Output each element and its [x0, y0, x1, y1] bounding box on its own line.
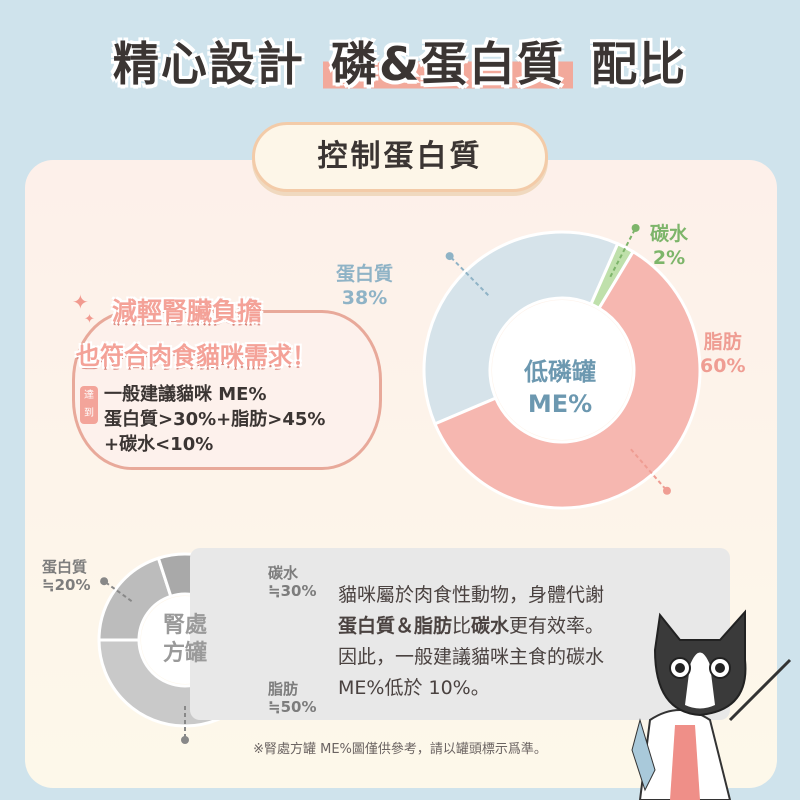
- bubble-text: 一般建議貓咪 ME% 蛋白質>30%+脂肪>45% +碳水<10%: [104, 384, 326, 455]
- sparkle-icon: ✦: [84, 312, 95, 327]
- page-title: 精心設計 磷&蛋白質 配比: [0, 28, 800, 94]
- top-donut-dot-1: [631, 223, 640, 232]
- label-protein-top: 蛋白質 38%: [336, 263, 394, 309]
- footnote: ※腎處方罐 ME%圖僅供參考，請以罐頭標示爲準。: [253, 742, 547, 757]
- bubble-headline-1: 減輕腎臟負擔: [112, 297, 263, 326]
- label-fat-top: 脂肪 60%: [700, 331, 746, 377]
- top-donut-center: [492, 300, 632, 440]
- bottom-center-label: 腎處 方罐: [162, 613, 207, 666]
- bubble-headline-2: 也符合肉食貓咪需求！: [76, 342, 316, 370]
- title-highlight: 磷&蛋白質: [322, 37, 574, 91]
- sparkle-icon: ✦: [72, 290, 89, 314]
- top-donut-dot-0: [445, 252, 454, 261]
- top-donut-leader-1: [609, 227, 637, 278]
- bottom-donut-dot-0: [100, 577, 109, 586]
- label-carbs-top: 碳水 2%: [650, 223, 689, 269]
- top-donut-leader-0: [448, 255, 489, 296]
- title-pre: 精心設計: [112, 37, 305, 91]
- bottom-donut-dot-2: [181, 736, 189, 744]
- top-donut-dot-2: [662, 486, 671, 495]
- title-post: 配比: [591, 37, 688, 91]
- bottom-donut-leader-0: [103, 580, 133, 603]
- label-carbs-bottom: 碳水 ≒30%: [268, 564, 317, 600]
- speech-bubble: [72, 310, 382, 470]
- explanation-text: 貓咪屬於肉食性動物，身體代謝 蛋白質＆脂肪比碳水更有效率。 因此，一般建議貓咪主…: [338, 584, 605, 699]
- label-fat-bottom: 脂肪 ≒50%: [268, 680, 317, 716]
- badge-reach: 達到: [80, 386, 98, 424]
- label-protein-bottom: 蛋白質 ≒20%: [42, 558, 91, 594]
- subtitle-pill: 控制蛋白質: [252, 122, 548, 192]
- top-donut-slice-2: [433, 249, 702, 510]
- explanation-panel: [190, 548, 730, 720]
- top-donut-leader-2: [630, 448, 668, 492]
- top-center-label: 低磷罐 ME%: [524, 358, 596, 418]
